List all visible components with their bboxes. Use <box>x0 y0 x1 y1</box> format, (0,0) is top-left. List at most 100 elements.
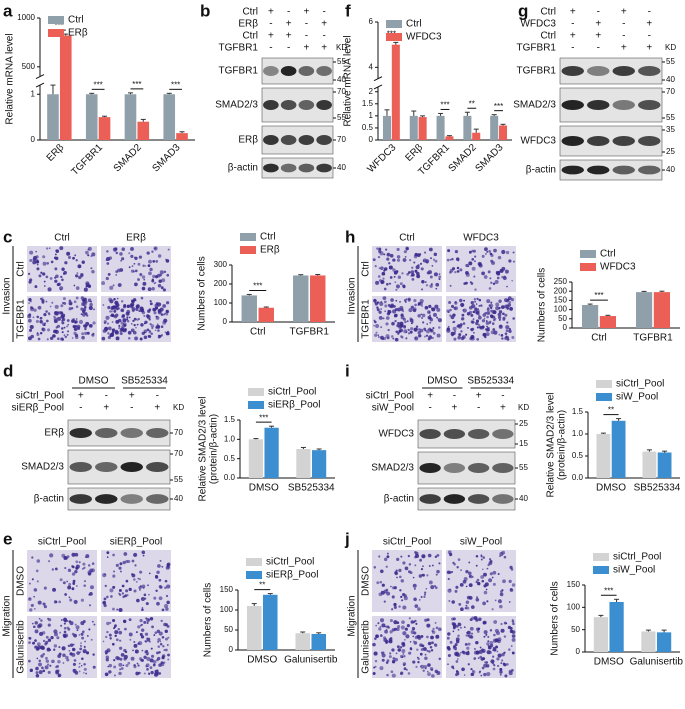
cell <box>157 329 160 332</box>
cell <box>157 645 161 648</box>
cell <box>400 555 403 558</box>
cell <box>107 326 112 331</box>
cell <box>487 635 490 639</box>
cell <box>420 267 424 271</box>
cell <box>401 641 406 646</box>
column-label: siERβ_Pool <box>110 537 162 548</box>
cell <box>56 669 60 673</box>
cell <box>400 313 404 317</box>
cell <box>81 657 84 661</box>
cell <box>438 562 441 565</box>
cell <box>391 608 394 611</box>
cell <box>431 630 436 634</box>
cell <box>88 628 91 631</box>
cell <box>407 328 410 331</box>
cell <box>432 332 436 335</box>
panel-letter: g <box>518 1 528 20</box>
cell <box>477 627 481 631</box>
cell <box>31 622 34 625</box>
cell <box>28 659 31 663</box>
legend-label: siCtrl_Pool <box>616 379 664 390</box>
cell <box>479 646 482 649</box>
condition-sign: + <box>570 7 576 18</box>
condition-sign: - <box>305 31 308 42</box>
bar <box>310 275 326 322</box>
cell <box>392 268 396 272</box>
cell <box>462 309 465 311</box>
cell <box>106 551 110 555</box>
cell <box>144 597 147 600</box>
cell <box>457 335 462 340</box>
kd-marker: 40 <box>337 75 346 84</box>
blot-band <box>561 165 584 175</box>
cell <box>391 660 396 664</box>
cell <box>28 280 32 284</box>
cell <box>138 588 141 591</box>
cell <box>111 314 115 318</box>
blot-band <box>612 165 635 175</box>
cell <box>429 275 433 279</box>
legend-swatch <box>580 250 596 258</box>
cell <box>155 275 159 279</box>
cell <box>424 656 428 661</box>
cell <box>63 326 66 329</box>
blot-band <box>263 100 279 110</box>
cell <box>470 282 474 285</box>
cell <box>88 323 93 328</box>
significance-label: *** <box>594 291 603 300</box>
cell <box>470 313 474 317</box>
cell <box>385 565 388 568</box>
cell <box>482 556 485 559</box>
cell <box>43 323 46 327</box>
cell <box>492 328 496 331</box>
cell <box>512 251 515 254</box>
cell <box>404 566 409 571</box>
cell <box>401 649 406 653</box>
blot-band <box>561 100 584 110</box>
significance-label: *** <box>55 21 64 30</box>
cell <box>109 621 112 624</box>
condition-sign: + <box>303 43 309 54</box>
condition-sign: - <box>79 403 82 414</box>
bar <box>295 633 311 650</box>
cell <box>69 598 73 602</box>
cell <box>109 588 114 593</box>
cell <box>78 634 81 636</box>
cell <box>114 674 116 677</box>
cell <box>144 265 147 267</box>
blot-band <box>638 165 661 175</box>
kd-label: KD <box>336 43 347 52</box>
cell <box>455 637 460 642</box>
cell <box>119 657 123 661</box>
cell <box>63 622 66 625</box>
cell <box>396 557 400 561</box>
cell <box>397 332 400 335</box>
cell <box>432 327 435 330</box>
legend-label: WFDC3 <box>406 32 442 43</box>
cell <box>470 328 473 331</box>
cell <box>511 279 514 282</box>
cell <box>481 325 485 329</box>
cell <box>39 331 43 335</box>
cell <box>504 269 509 274</box>
y-tick-label: 100 <box>567 602 581 611</box>
cell <box>383 253 386 256</box>
cell <box>118 630 123 635</box>
cell <box>396 247 400 252</box>
cell <box>87 284 92 288</box>
kd-marker: 55 <box>337 57 346 66</box>
cell <box>117 283 122 287</box>
cell <box>144 640 147 643</box>
cell <box>509 565 513 570</box>
x-tick-label: ERβ <box>45 142 67 164</box>
cell <box>416 253 421 258</box>
cell <box>379 625 382 628</box>
cell <box>66 319 70 322</box>
cell <box>470 300 475 305</box>
condition-sign: + <box>268 31 274 42</box>
cell <box>418 334 422 338</box>
cell <box>148 335 151 338</box>
cell <box>416 648 419 651</box>
cell <box>414 303 417 307</box>
y-axis-label: (protein/β-actin) <box>557 410 568 480</box>
